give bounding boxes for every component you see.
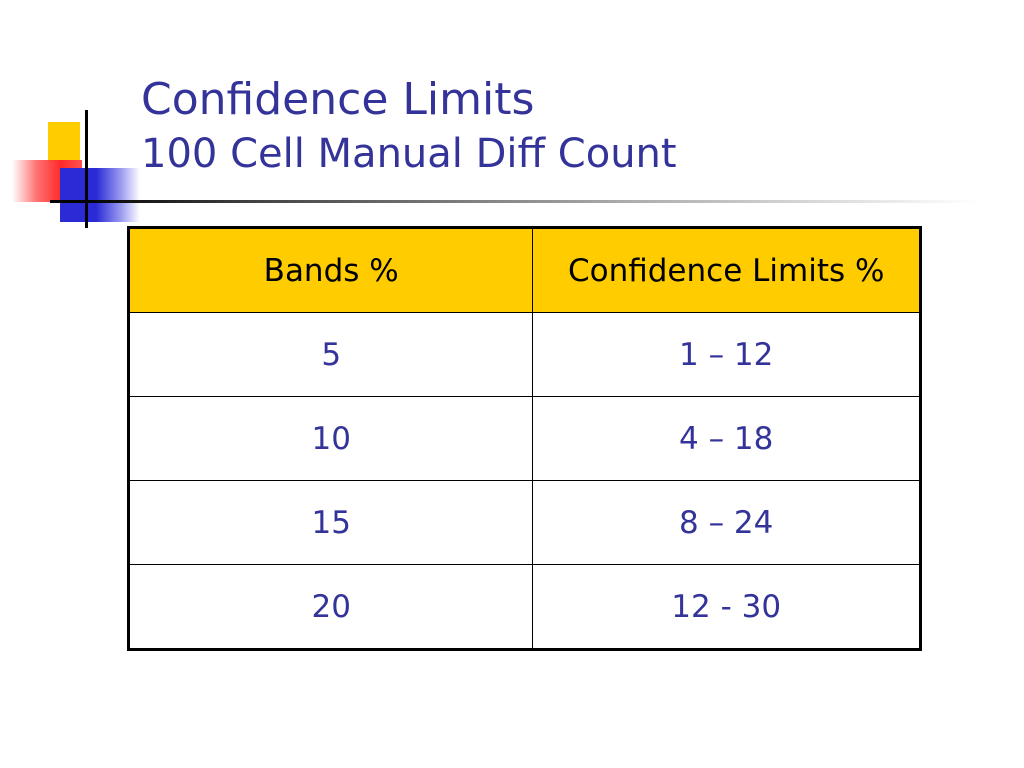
cell-confidence-limits: 12 - 30	[532, 564, 921, 650]
cell-confidence-limits: 1 – 12	[532, 312, 921, 397]
table-row: 15 8 – 24	[127, 480, 921, 565]
header-bands: Bands %	[127, 227, 534, 313]
table-row: 10 4 – 18	[127, 396, 921, 481]
slide-title: Confidence Limits	[141, 74, 535, 125]
slide-logo-graphic	[0, 100, 140, 240]
cell-confidence-limits: 4 – 18	[532, 396, 921, 481]
logo-yellow-square	[48, 122, 80, 162]
table-header-row: Bands % Confidence Limits %	[127, 227, 921, 313]
logo-vertical-line	[85, 110, 88, 228]
slide-subtitle: 100 Cell Manual Diff Count	[141, 131, 677, 177]
cell-bands: 15	[127, 480, 534, 565]
table-row: 5 1 – 12	[127, 312, 921, 397]
cell-bands: 20	[127, 564, 534, 650]
title-divider	[80, 200, 980, 203]
logo-blue-bar	[60, 168, 140, 222]
confidence-limits-table: Bands % Confidence Limits % 5 1 – 12 10 …	[127, 226, 922, 651]
table-row: 20 12 - 30	[127, 564, 921, 650]
title-block: Confidence Limits 100 Cell Manual Diff C…	[141, 72, 677, 180]
cell-confidence-limits: 8 – 24	[532, 480, 921, 565]
header-confidence-limits: Confidence Limits %	[532, 227, 921, 313]
cell-bands: 10	[127, 396, 534, 481]
cell-bands: 5	[127, 312, 534, 397]
